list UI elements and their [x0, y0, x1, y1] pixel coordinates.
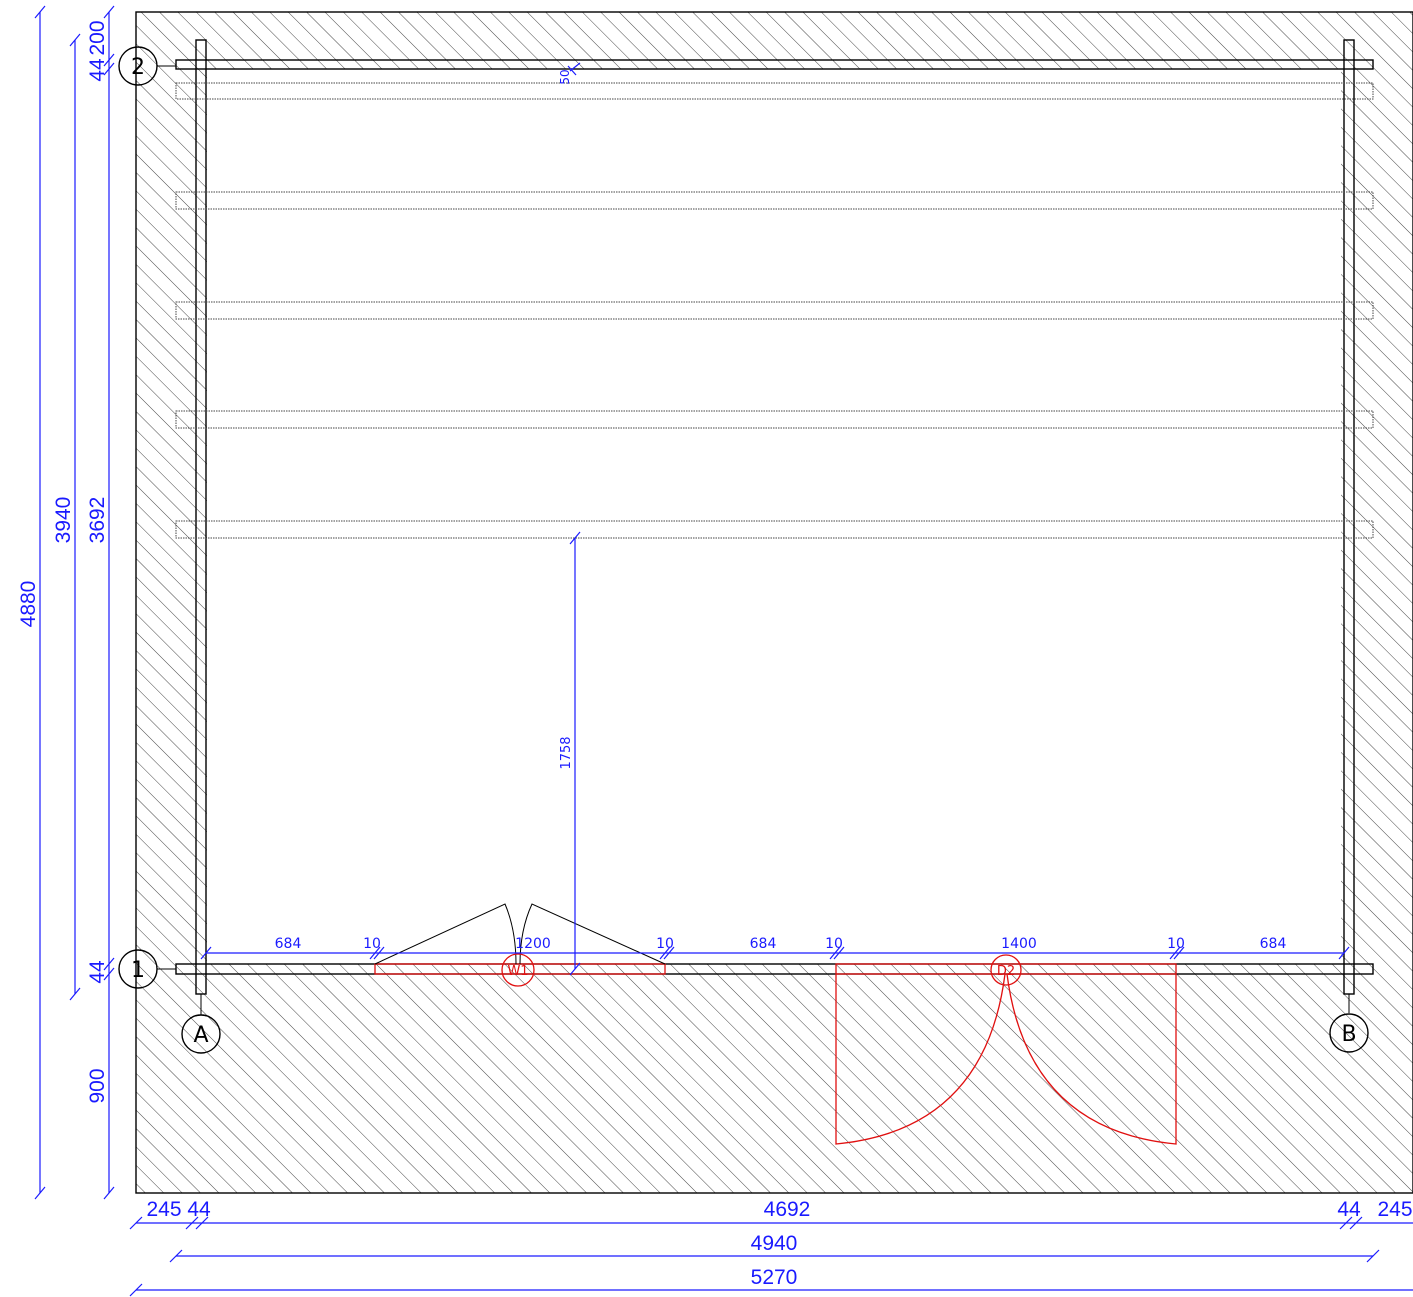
grid-label-b: B: [1341, 1022, 1356, 1047]
dim-top-offset: 200: [86, 20, 109, 55]
dim-front-seg1: 684: [275, 936, 302, 952]
dim-window-width: 1200: [515, 936, 551, 952]
front-chain-dimension: 684 10 1200 10 684 10 1400 10 684: [200, 936, 1350, 960]
door-tag: D2: [997, 964, 1015, 979]
dim-deck: 900: [86, 1068, 109, 1103]
door-tag-circle: [990, 954, 1022, 986]
dim-front-gap2: 10: [656, 936, 674, 952]
dim-right-wall: 44: [1337, 1198, 1361, 1221]
horizontal-dimensions: 245 44 4692 44 245 4940 5270: [129, 1198, 1413, 1297]
dim-total-height: 4880: [17, 581, 40, 628]
grid-label-2: 2: [131, 55, 145, 80]
grid-marker-1: [118, 949, 158, 989]
grid-label-a: A: [193, 1023, 208, 1048]
dim-top-wall: 44: [86, 58, 109, 82]
dim-left-overhang: 245: [146, 1198, 181, 1221]
wall-top: [175, 59, 1374, 70]
dim-front-gap4: 10: [1167, 936, 1185, 952]
grid-marker-b: [1329, 1013, 1369, 1053]
dim-front-gap1: 10: [363, 936, 381, 952]
dim-inner-depth: 3692: [86, 497, 109, 544]
dim-board-gap: 50: [558, 69, 572, 84]
door-d2[interactable]: D2: [835, 954, 1177, 1145]
room-interior: [207, 69, 1341, 964]
dim-front-seg2: 684: [750, 936, 777, 952]
grid-marker-a: [181, 1014, 221, 1054]
dim-axis-width: 4940: [751, 1232, 798, 1255]
dim-front-seg3: 684: [1260, 936, 1287, 952]
window-sash-left: [374, 903, 517, 965]
interior-dimensions: 1758 50: [558, 62, 581, 976]
dim-left-wall: 44: [187, 1198, 211, 1221]
roof-board: [175, 410, 1374, 429]
dim-total-width: 5270: [751, 1266, 798, 1289]
grid-markers: 2 1 A B: [118, 46, 1369, 1054]
grid-label-1: 1: [131, 958, 145, 983]
dim-bottom-wall: 44: [86, 960, 109, 984]
vertical-dimensions: 4880 3940 200 44 3692 44 900: [17, 5, 115, 1200]
window-tag: W1: [507, 964, 528, 979]
window-tag-circle: [501, 953, 535, 987]
roof-board: [175, 520, 1374, 539]
dim-front-gap3: 10: [825, 936, 843, 952]
door-frame: [835, 963, 1177, 975]
grid-marker-2: [118, 46, 158, 86]
dim-axis-height: 3940: [52, 497, 75, 544]
roof-board: [175, 191, 1374, 210]
window-sash-right: [519, 903, 666, 965]
dim-inner-height: 1758: [559, 736, 574, 769]
roof-boards: [175, 82, 1374, 539]
roof-board: [175, 301, 1374, 320]
window-w1[interactable]: W1: [374, 903, 666, 987]
dim-door-width: 1400: [1001, 936, 1037, 952]
door-leaf-left: [835, 973, 1006, 1145]
roof-board: [175, 82, 1374, 100]
dim-inner-width: 4692: [764, 1198, 811, 1221]
dim-right-overhang: 245: [1377, 1198, 1412, 1221]
door-leaf-right: [1006, 973, 1177, 1145]
